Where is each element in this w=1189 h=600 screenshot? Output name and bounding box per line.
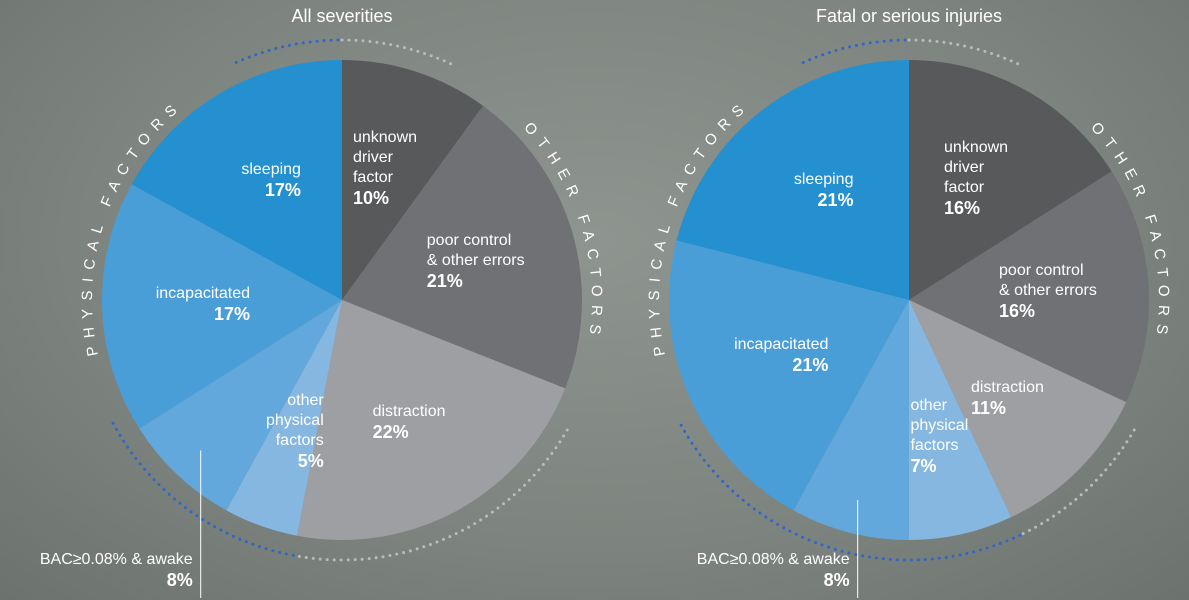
slice-value: 10% [353,188,417,208]
slice-name: poor control & other errors [427,231,525,271]
slice-name: sleeping [241,160,301,180]
slice-name: BAC≥0.08% & awake [40,550,193,570]
slice-name: other physical factors [266,391,324,451]
slice-name: unknown driver factor [944,138,1008,198]
slice-name: poor control & other errors [999,261,1097,301]
slice-value: 21% [427,271,525,291]
slice-name: BAC≥0.08% & awake [697,550,850,570]
slice-value: 8% [697,570,850,590]
chart-title: All severities [291,6,392,27]
chart-title: Fatal or serious injuries [816,6,1002,27]
slice-value: 21% [794,190,854,210]
slice-value: 22% [373,422,446,442]
page: OTHER FACTORSPHYSICAL FACTORSOTHER FACTO… [0,0,1189,600]
slice-name: incapacitated [156,284,250,304]
slice-value: 11% [971,398,1044,418]
slice-name: distraction [971,378,1044,398]
slice-name: distraction [373,402,446,422]
slice-name: unknown driver factor [353,128,417,188]
slice-value: 17% [156,304,250,324]
slice-value: 7% [910,456,968,476]
slice-value: 5% [266,451,324,471]
group-arc [803,40,909,62]
slice-value: 8% [40,570,193,590]
slice-name: sleeping [794,170,854,190]
group-arc [236,40,342,62]
slice-value: 21% [734,355,828,375]
slice-name: incapacitated [734,335,828,355]
slice-value: 16% [944,198,1008,218]
slice-value: 16% [999,301,1097,321]
slice-value: 17% [241,180,301,200]
slice-name: other physical factors [910,396,968,456]
